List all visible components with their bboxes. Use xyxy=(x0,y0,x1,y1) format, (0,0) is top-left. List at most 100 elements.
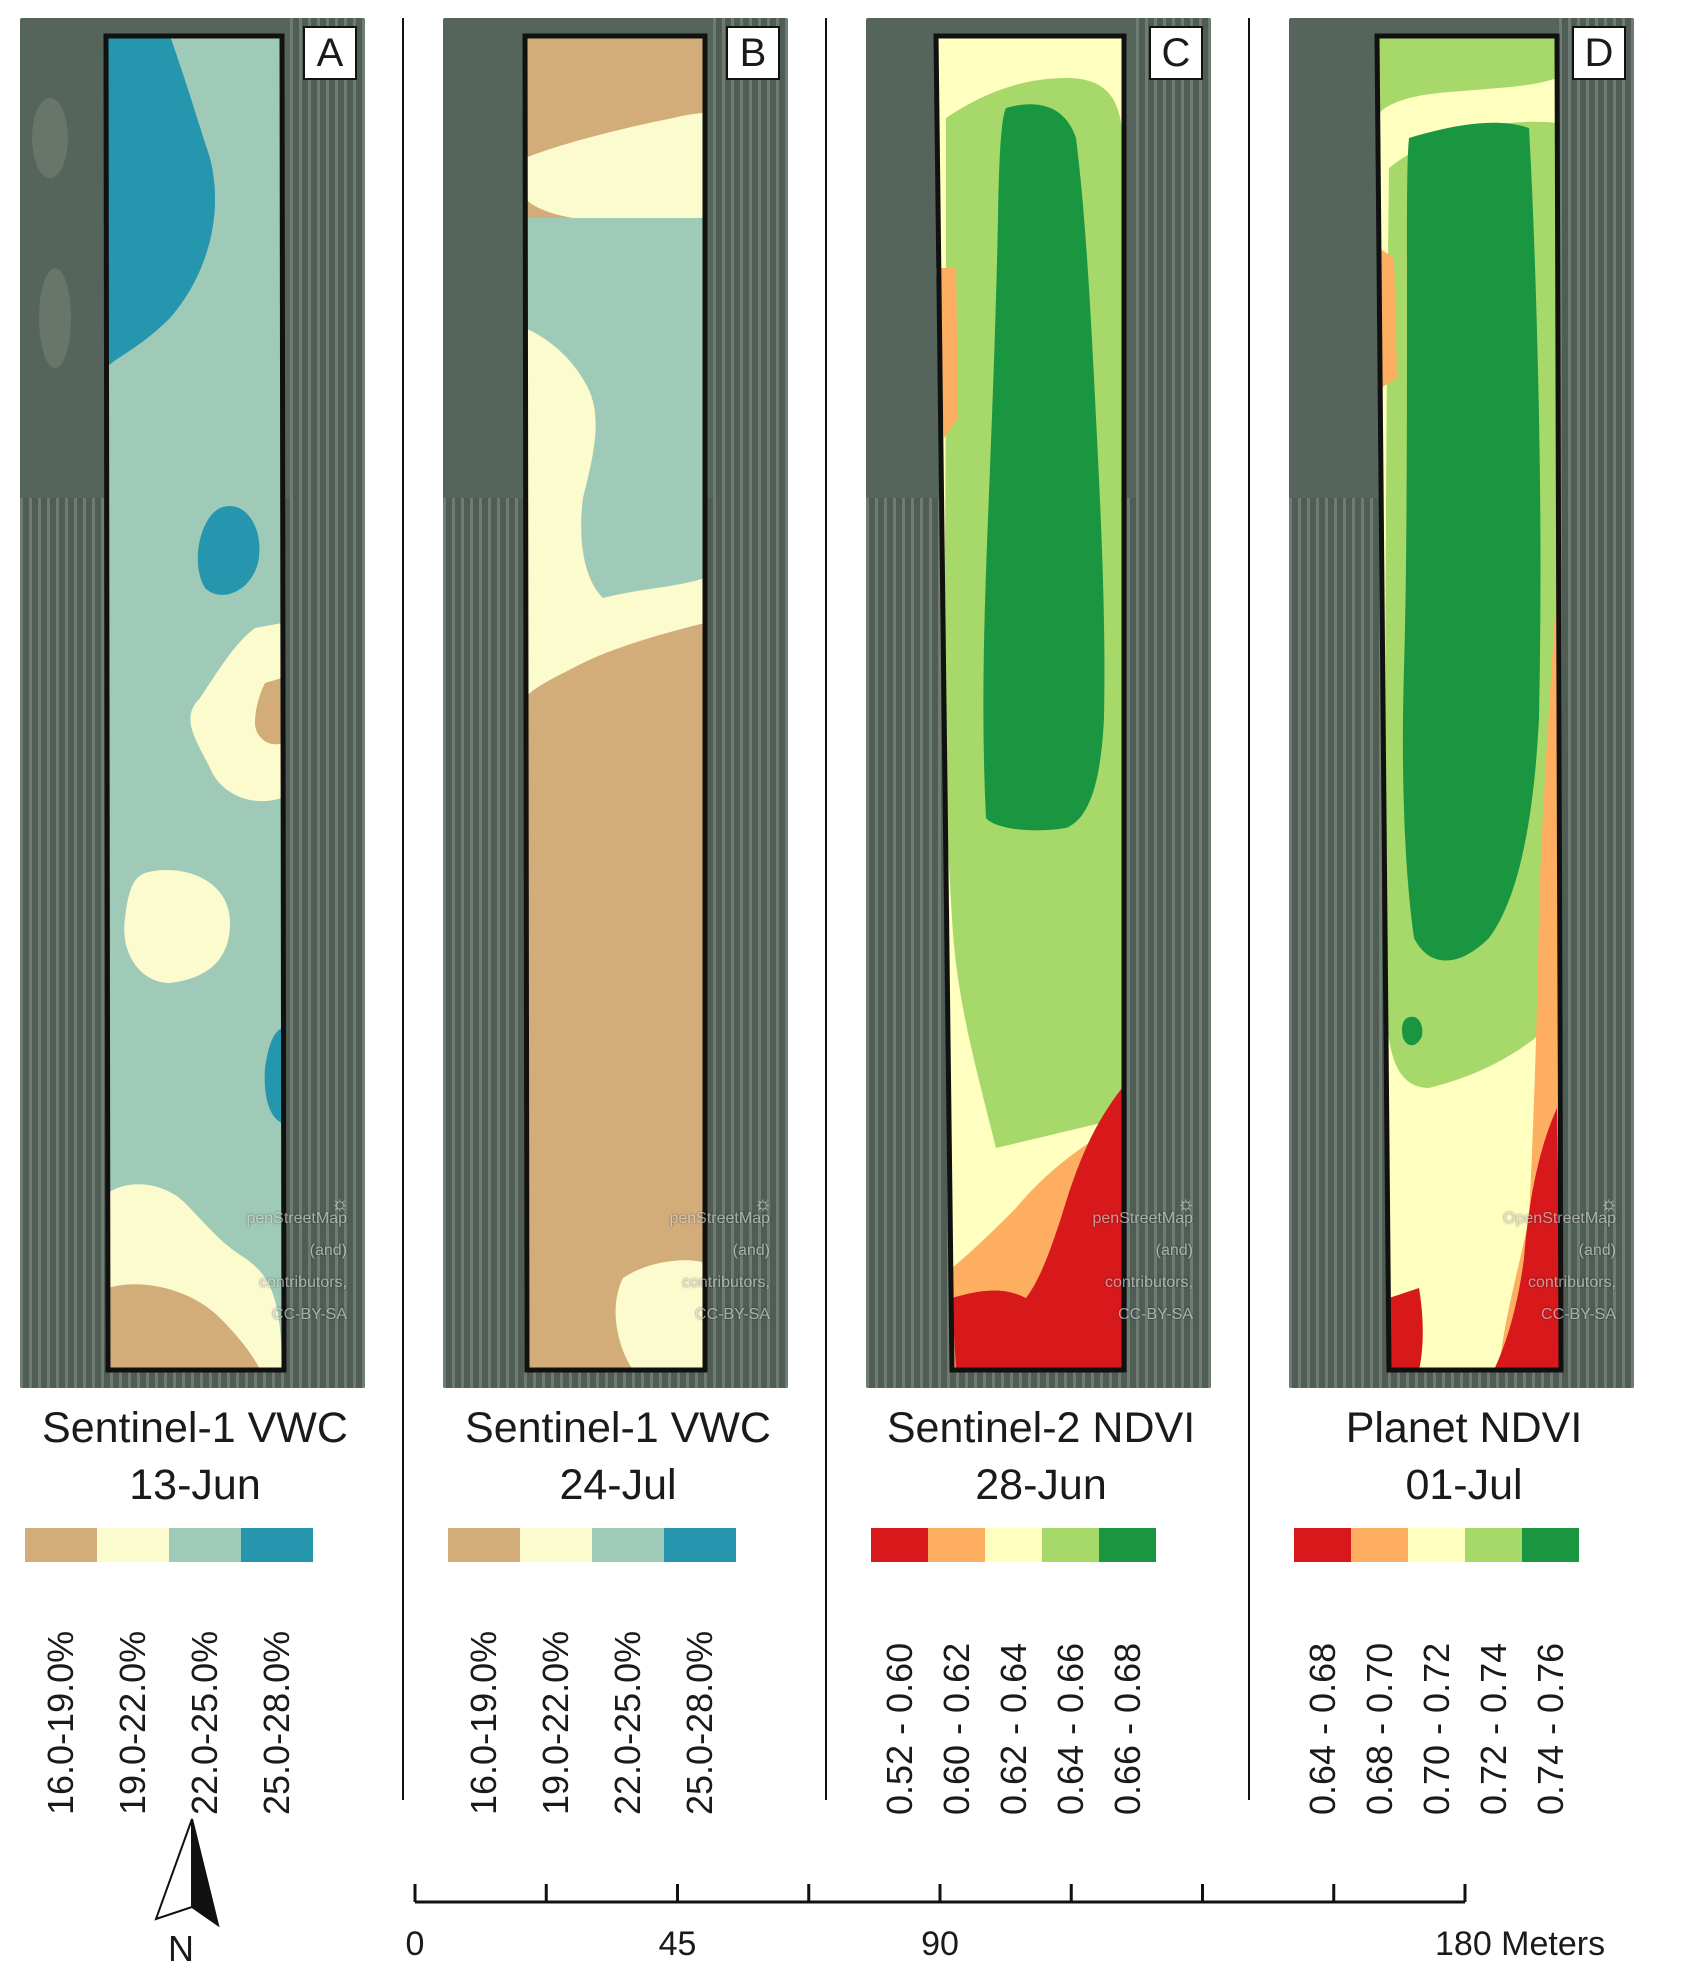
map-attribution: penStreetMap (and) contributors, CC-BY-S… xyxy=(600,1203,770,1331)
legend-swatch xyxy=(1351,1528,1408,1562)
ndvi-zones xyxy=(1377,36,1561,1370)
legend-label: 22.0-25.0% xyxy=(184,1630,225,1815)
legend-label-cell: 0.62 - 0.64 xyxy=(992,1575,1034,1815)
legend-label: 0.64 - 0.66 xyxy=(1049,1642,1091,1815)
zone xyxy=(1379,36,1557,113)
legend-label: 0.70 - 0.72 xyxy=(1415,1642,1457,1815)
legend-swatch xyxy=(97,1528,169,1562)
legend-label-cell: 19.0-22.0% xyxy=(535,1575,576,1815)
title-line: 13-Jun xyxy=(129,1461,261,1509)
zone xyxy=(124,870,230,983)
legend-label: 0.68 - 0.70 xyxy=(1358,1642,1400,1815)
title-line: 01-Jul xyxy=(1405,1461,1523,1509)
crop-rows xyxy=(713,18,788,1388)
zone xyxy=(525,328,705,698)
zone xyxy=(1402,1016,1423,1046)
panel-title: Sentinel-1 VWC 13-Jun xyxy=(0,1400,390,1514)
legend-swatch xyxy=(448,1528,520,1562)
north-arrow-icon xyxy=(154,1818,220,1928)
scale-bar-label: 45 xyxy=(658,1925,697,1963)
legend-label-cell: 16.0-19.0% xyxy=(463,1575,504,1815)
legend-swatch xyxy=(664,1528,736,1562)
ndvi-zones xyxy=(936,36,1124,1370)
legend-bar xyxy=(871,1528,1156,1562)
attribution-line: penStreetMap xyxy=(1092,1210,1193,1227)
legend-swatch xyxy=(1465,1528,1522,1562)
scale-bar xyxy=(413,1884,1467,1904)
attribution-icon: ☼ xyxy=(753,1193,772,1215)
attribution-line: penStreetMap xyxy=(669,1210,770,1227)
zone xyxy=(615,1260,705,1370)
field-boundary xyxy=(522,33,708,1373)
north-label: N xyxy=(168,1928,194,1969)
legend-label: 19.0-22.0% xyxy=(112,1630,153,1815)
divider-1 xyxy=(402,18,404,1800)
crop-rows xyxy=(1559,18,1634,1388)
panel-b: B ☼ penStreetMap (and) contributors, CC-… xyxy=(423,0,843,1815)
panel-title: Sentinel-2 NDVI 28-Jun xyxy=(846,1400,1236,1514)
legend-label: 22.0-25.0% xyxy=(607,1630,648,1815)
attribution-line: CC-BY-SA xyxy=(1541,1306,1616,1323)
legend-label-cell: 16.0-19.0% xyxy=(40,1575,81,1815)
legend-bar xyxy=(448,1528,736,1562)
title-line: Planet NDVI xyxy=(1345,1404,1583,1452)
attribution-line: (and) xyxy=(1578,1242,1616,1259)
zone xyxy=(1389,1288,1423,1370)
panel-letter: C xyxy=(1149,26,1203,80)
zone xyxy=(106,36,216,368)
zone xyxy=(983,104,1105,831)
divider-2 xyxy=(825,18,827,1800)
legend-label: 19.0-22.0% xyxy=(535,1630,576,1815)
attribution-icon: ☼ xyxy=(330,1193,349,1215)
legend-label-cell: 25.0-28.0% xyxy=(679,1575,720,1815)
title-line: Sentinel-1 VWC xyxy=(465,1404,771,1452)
legend-label-cell: 0.64 - 0.66 xyxy=(1049,1575,1091,1815)
legend-swatch xyxy=(1522,1528,1579,1562)
legend-label: 16.0-19.0% xyxy=(40,1630,81,1815)
legend-label: 16.0-19.0% xyxy=(463,1630,504,1815)
panel-c: C ☼ penStreetMap (and) contributors, CC-… xyxy=(846,0,1266,1815)
zone xyxy=(255,678,282,745)
zone xyxy=(264,1028,282,1123)
attribution-icon: ☼ xyxy=(1599,1193,1618,1215)
legend-label-cell: 25.0-28.0% xyxy=(256,1575,297,1815)
legend-swatch xyxy=(592,1528,664,1562)
zone xyxy=(190,623,282,802)
attribution-line: (and) xyxy=(309,1242,347,1259)
crop-rows xyxy=(1136,18,1211,1388)
legend-label-cell: 0.66 - 0.68 xyxy=(1107,1575,1148,1815)
legend-label: 0.64 - 0.68 xyxy=(1301,1642,1343,1815)
field-boundary xyxy=(933,33,1127,1373)
map-attribution: penStreetMap (and) contributors, CC-BY-S… xyxy=(1023,1203,1193,1331)
title-line: Sentinel-1 VWC xyxy=(42,1404,348,1452)
map-attribution: penStreetMap (and) contributors, CC-BY-S… xyxy=(177,1203,347,1331)
map-b-svg xyxy=(443,18,788,1388)
zone xyxy=(108,1284,260,1370)
zone xyxy=(1379,248,1397,388)
attribution-icon: ☼ xyxy=(1176,1193,1195,1215)
panel-letter: A xyxy=(303,26,357,80)
legend-label: 0.72 - 0.74 xyxy=(1472,1642,1514,1815)
panel-a: A ☼ penStreetMap (and) contributors, CC-… xyxy=(0,0,420,1815)
map-c: C ☼ penStreetMap (and) contributors, CC-… xyxy=(866,18,1211,1388)
zone xyxy=(197,506,260,595)
legend-swatch xyxy=(1042,1528,1099,1562)
legend-label: 0.60 - 0.62 xyxy=(935,1642,977,1815)
legend-label: 0.74 - 0.76 xyxy=(1529,1642,1571,1815)
zone xyxy=(525,218,705,598)
attribution-line: contributors, xyxy=(1104,1274,1193,1291)
panel-letter: D xyxy=(1572,26,1626,80)
attribution-line: OpenStreetMap xyxy=(1503,1210,1616,1227)
legend-bar xyxy=(25,1528,313,1562)
legend-label-cell: 0.52 - 0.60 xyxy=(879,1575,920,1815)
legend-label-cell: 0.72 - 0.74 xyxy=(1472,1575,1514,1815)
legend-swatch xyxy=(25,1528,97,1562)
legend-label: 0.62 - 0.64 xyxy=(992,1642,1034,1815)
attribution-line: contributors, xyxy=(258,1274,347,1291)
panel-letter: B xyxy=(726,26,780,80)
legend-swatch xyxy=(928,1528,985,1562)
legend-swatch xyxy=(241,1528,313,1562)
legend-swatch xyxy=(520,1528,592,1562)
scale-bar-label: 180 Meters xyxy=(1435,1925,1606,1963)
map-a: A ☼ penStreetMap (and) contributors, CC-… xyxy=(20,18,365,1388)
